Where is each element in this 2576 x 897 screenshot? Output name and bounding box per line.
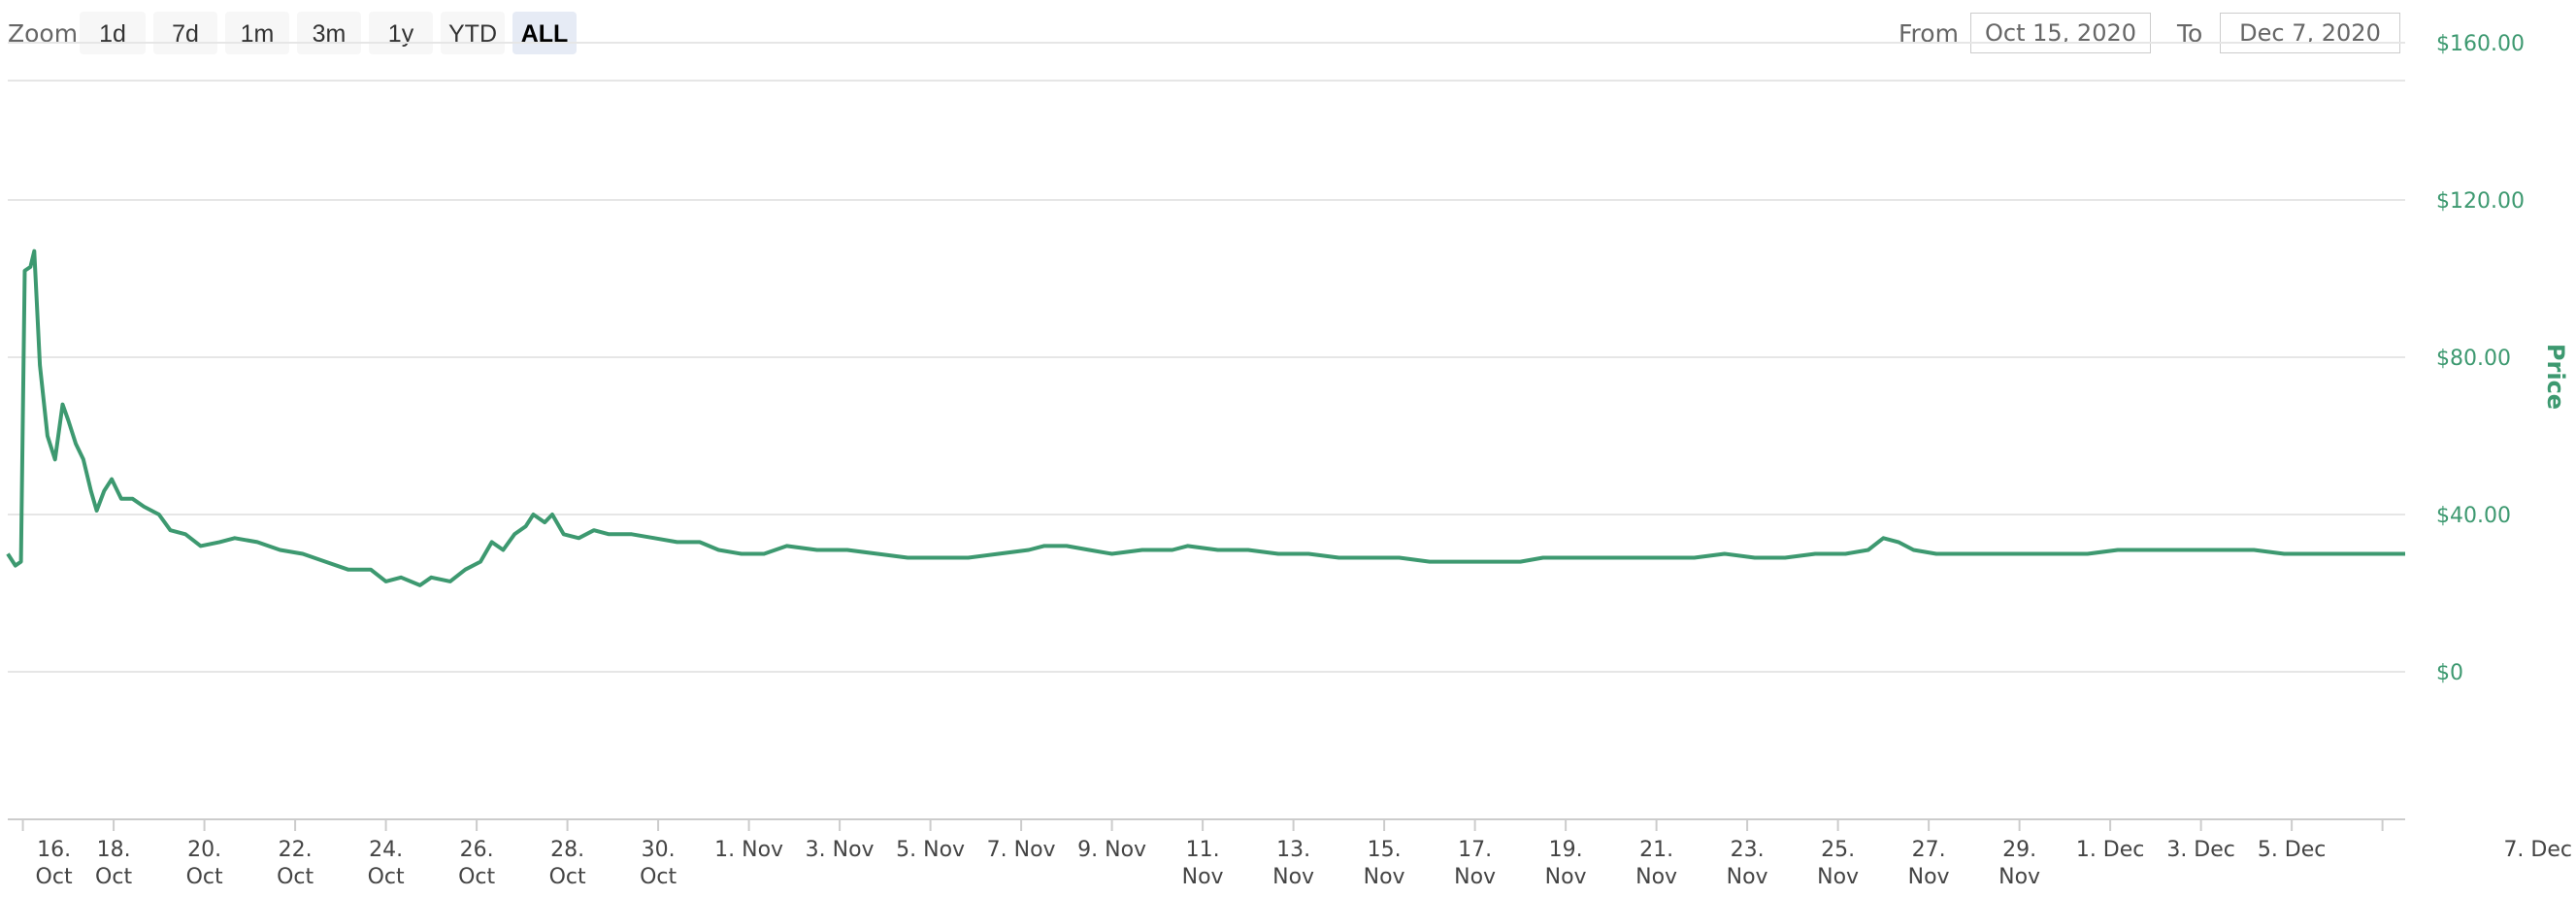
y-tick-label: $0 bbox=[2436, 661, 2463, 685]
x-tick-label: 5. Dec bbox=[2258, 838, 2327, 862]
x-tick-label: Oct bbox=[368, 865, 405, 889]
zoom-3m-button[interactable]: 3m bbox=[297, 12, 361, 54]
zoom-1m-button[interactable]: 1m bbox=[225, 12, 289, 54]
x-tick-label: 16. bbox=[37, 838, 71, 862]
x-tick-label: 13. bbox=[1276, 838, 1310, 862]
x-tick-label: Nov bbox=[1817, 865, 1859, 889]
x-tick-label: 11. bbox=[1186, 838, 1220, 862]
to-date-input[interactable]: Dec 7, 2020 bbox=[2220, 13, 2400, 53]
y-tick-label: $40.00 bbox=[2436, 504, 2511, 528]
x-tick-label: 23. bbox=[1731, 838, 1765, 862]
x-tick-label: Nov bbox=[1454, 865, 1496, 889]
x-tick-label: 27. bbox=[1912, 838, 1946, 862]
y-axis-title: Price bbox=[2542, 344, 2569, 410]
x-tick-label: Nov bbox=[1635, 865, 1677, 889]
x-tick-label: Oct bbox=[186, 865, 223, 889]
x-tick-label: 15. bbox=[1368, 838, 1402, 862]
x-tick-label: 1. Nov bbox=[714, 838, 783, 862]
x-tick-label: Oct bbox=[458, 865, 495, 889]
x-tick-label: 5. Nov bbox=[896, 838, 965, 862]
y-tick-label: $80.00 bbox=[2436, 347, 2511, 371]
x-tick-label: 3. Dec bbox=[2166, 838, 2235, 862]
x-tick-label: 22. bbox=[279, 838, 313, 862]
x-tick-label: 19. bbox=[1549, 838, 1583, 862]
x-tick-label: Nov bbox=[1545, 865, 1587, 889]
y-tick-label: $160.00 bbox=[2436, 32, 2525, 56]
x-tick-label: 25. bbox=[1821, 838, 1855, 862]
x-tick-label: Oct bbox=[36, 865, 73, 889]
x-tick-label: Oct bbox=[549, 865, 586, 889]
x-tick-label: 20. bbox=[187, 838, 221, 862]
x-tick-label: Oct bbox=[95, 865, 132, 889]
x-tick-label: 24. bbox=[369, 838, 403, 862]
x-axis: 16. Oct 18. Oct 20. Oct 22. Oct 24. Oct 26. Oct 28. O… bbox=[21, 819, 2572, 889]
x-tick-label: Nov bbox=[1998, 865, 2040, 889]
x-tick-label: Nov bbox=[1182, 865, 1224, 889]
x-tick-label: 17. bbox=[1458, 838, 1492, 862]
x-tick-label: 30. bbox=[642, 838, 676, 862]
grid-lines bbox=[8, 42, 2405, 673]
x-tick-label: 21. bbox=[1639, 838, 1673, 862]
x-tick-label: 18. bbox=[97, 838, 131, 862]
x-tick-label: 1. Dec bbox=[2076, 838, 2145, 862]
x-tick-label: 7. Nov bbox=[987, 838, 1056, 862]
x-tick-label: 3. Nov bbox=[806, 838, 875, 862]
price-series-line[interactable] bbox=[6, 249, 2405, 587]
y-axis: $0 $40.00 $80.00 $120.00 $160.00 bbox=[2436, 32, 2525, 685]
x-tick-label: Nov bbox=[1364, 865, 1405, 889]
x-tick-label: Nov bbox=[1272, 865, 1314, 889]
x-tick-label: Nov bbox=[1908, 865, 1950, 889]
x-tick-label: Oct bbox=[277, 865, 314, 889]
x-tick-label: 26. bbox=[460, 838, 494, 862]
x-tick-label: 7. Dec bbox=[2503, 838, 2572, 862]
x-tick-label: Oct bbox=[640, 865, 677, 889]
zoom-1y-button[interactable]: 1y bbox=[369, 12, 433, 54]
y-tick-label: $120.00 bbox=[2436, 189, 2525, 214]
zoom-1d-button[interactable]: 1d bbox=[80, 12, 146, 54]
x-tick-label: 29. bbox=[2002, 838, 2036, 862]
x-tick-label: 28. bbox=[550, 838, 584, 862]
x-tick-label: Nov bbox=[1727, 865, 1768, 889]
x-tick-label: 9. Nov bbox=[1077, 838, 1146, 862]
